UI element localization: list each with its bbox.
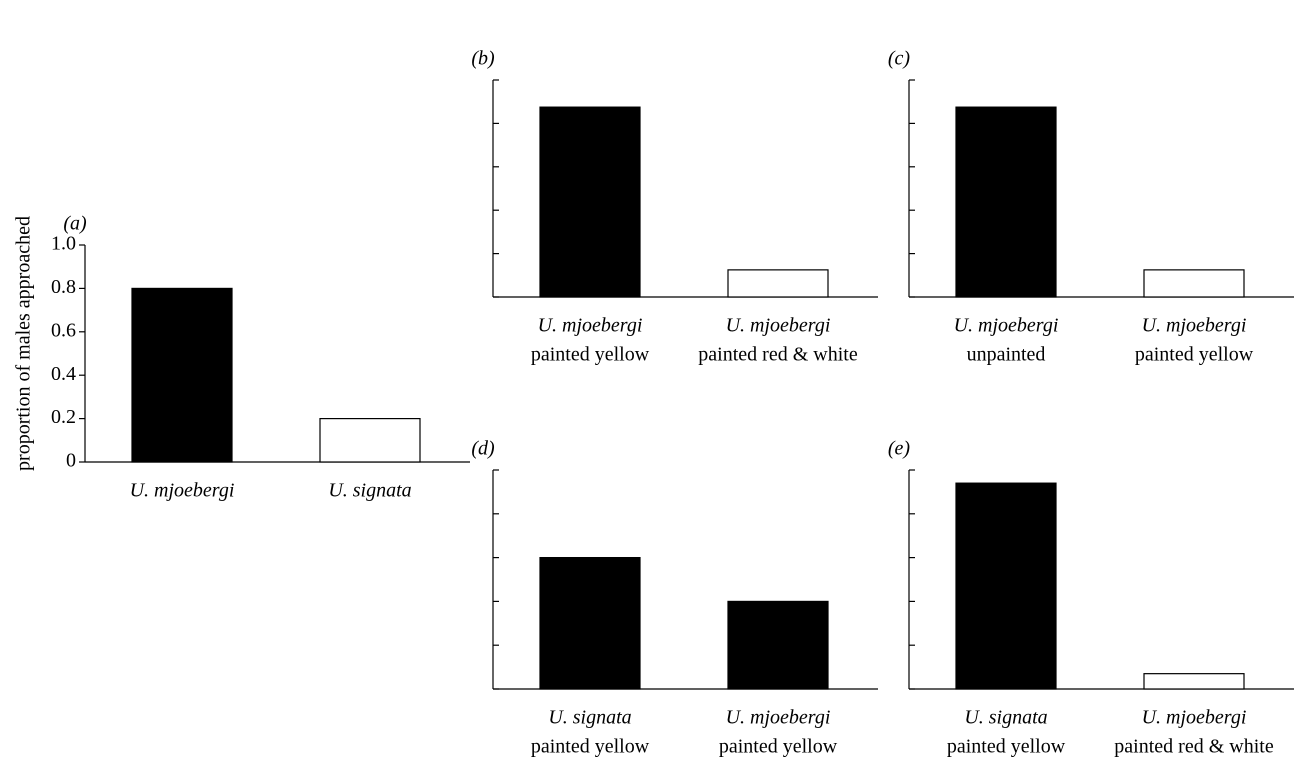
y-axis-label: proportion of males approached (13, 216, 35, 471)
x-tick-label: painted red & white (698, 344, 858, 366)
x-tick-label: U. mjoebergi (538, 315, 643, 337)
x-tick-label: U. mjoebergi (1142, 707, 1247, 729)
y-tick-label: 0.6 (51, 319, 76, 341)
bar (540, 558, 640, 689)
x-tick-label: painted red & white (1114, 736, 1274, 758)
bar (540, 107, 640, 297)
x-tick-label: painted yellow (1135, 344, 1254, 366)
x-tick-label: U. signata (328, 480, 411, 502)
x-tick-label: U. signata (548, 707, 631, 729)
bar (320, 419, 420, 462)
x-tick-label: U. mjoebergi (130, 480, 235, 502)
panel-label: (d) (471, 438, 495, 460)
y-tick-label: 0 (66, 450, 76, 472)
bar (956, 107, 1056, 297)
x-tick-label: unpainted (967, 344, 1046, 366)
x-tick-label: U. mjoebergi (1142, 315, 1247, 337)
bar (1144, 270, 1244, 297)
bar (956, 483, 1056, 689)
x-tick-label: painted yellow (947, 736, 1066, 758)
y-tick-label: 0.8 (51, 276, 76, 298)
bar (728, 601, 828, 689)
x-tick-label: painted yellow (719, 736, 838, 758)
figure: (a) proportion of males approached 0 0.2 0.4… (0, 0, 1299, 762)
bar (1144, 674, 1244, 689)
y-tick-label: 0.4 (51, 363, 76, 385)
x-tick-label: painted yellow (531, 344, 650, 366)
bar (132, 288, 232, 462)
panel-label: (a) (63, 213, 87, 235)
x-tick-label: U. mjoebergi (726, 315, 831, 337)
y-tick-label: 1.0 (51, 233, 76, 255)
x-tick-label: U. signata (964, 707, 1047, 729)
x-tick-label: U. mjoebergi (954, 315, 1059, 337)
panel-label: (b) (471, 48, 495, 70)
x-tick-label: U. mjoebergi (726, 707, 831, 729)
bar (728, 270, 828, 297)
panel-label: (e) (888, 438, 911, 460)
y-tick-label: 0.2 (51, 406, 76, 428)
x-tick-label: painted yellow (531, 736, 650, 758)
panel-label: (c) (888, 48, 911, 70)
